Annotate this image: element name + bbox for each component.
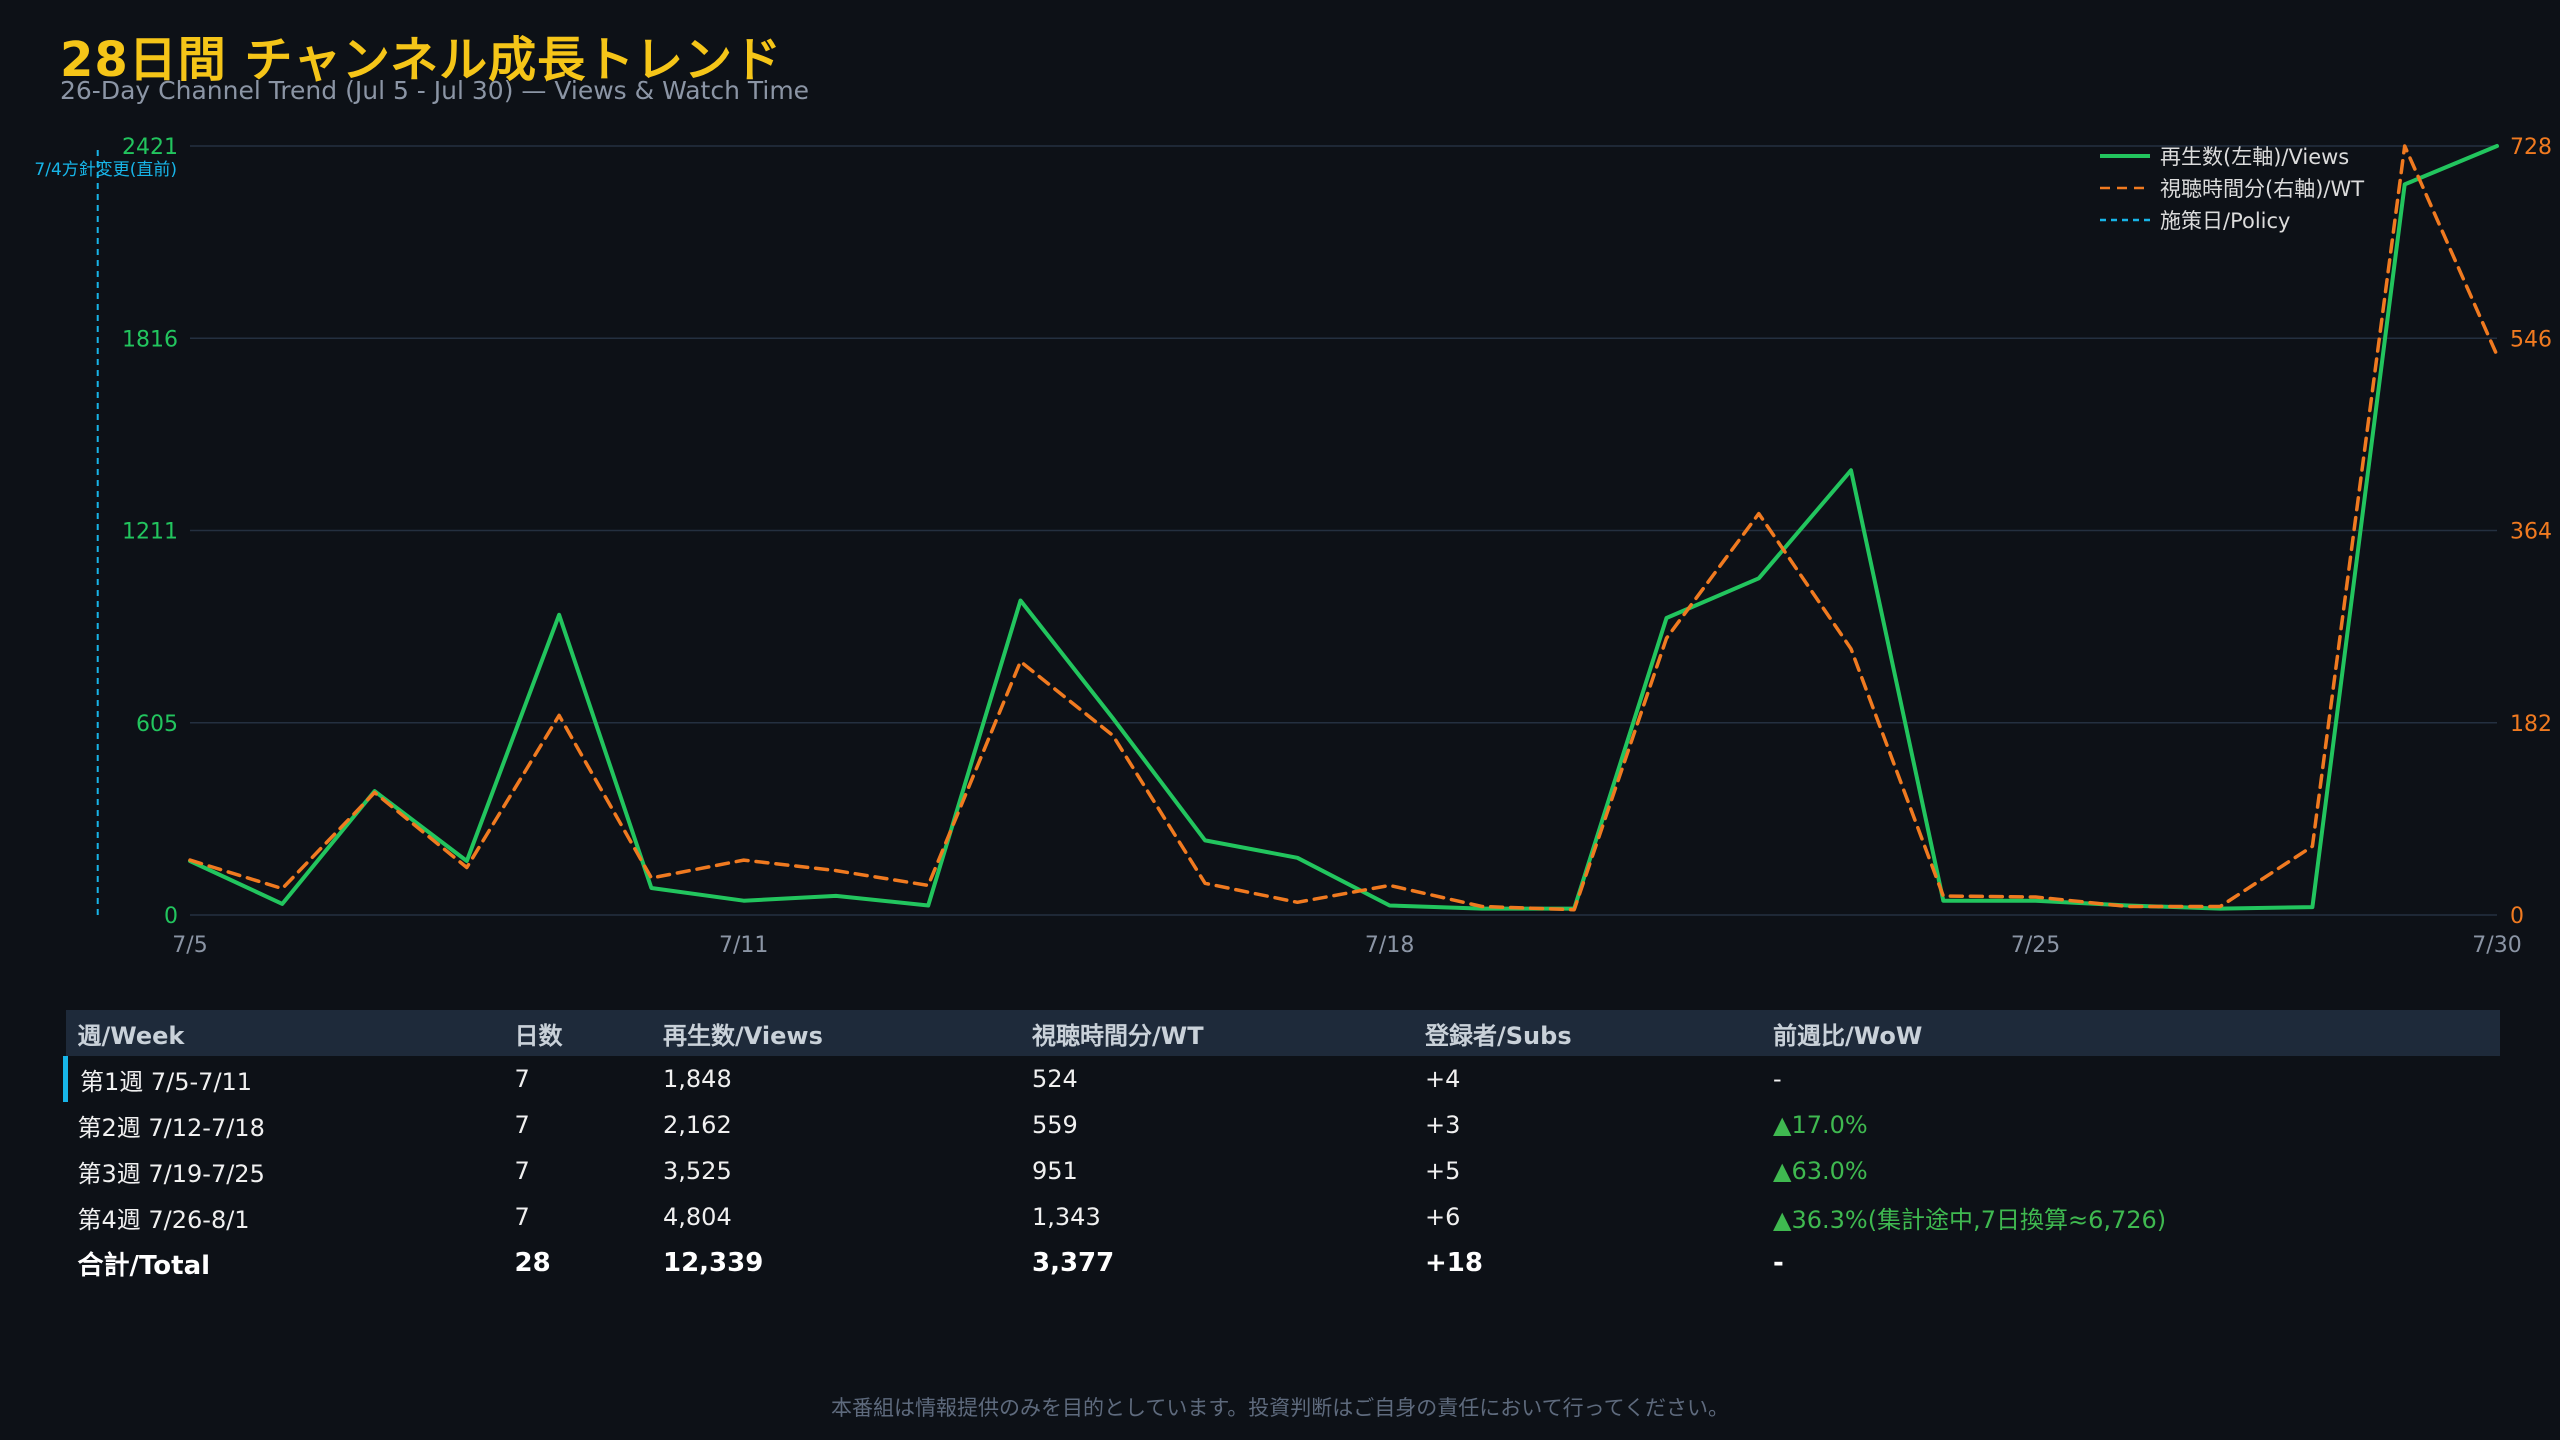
cell-wow: ▲17.0%: [1773, 1111, 1868, 1139]
cell-days: 7: [514, 1203, 530, 1231]
legend-label: 視聴時間分(右軸)/WT: [2160, 177, 2364, 201]
left-axis-tick-label: 0: [164, 904, 178, 929]
cell-wow: ▲36.3%(集計途中,7日換算≈6,726): [1773, 1205, 2167, 1234]
left-axis-tick-label: 1816: [122, 327, 178, 352]
cell-total-subs: +18: [1425, 1248, 1483, 1278]
col-header-watch-time: 視聴時間分/WT: [1020, 1010, 1413, 1056]
cell-days: 7: [514, 1111, 530, 1139]
chart-subtitle: 26-Day Channel Trend (Jul 5 - Jul 30) — …: [60, 76, 810, 105]
left-axis-tick-label: 2421: [122, 135, 178, 160]
right-axis-tick-label: 728: [2510, 135, 2552, 160]
table-row: 第4週 7/26-8/1 7 4,804 1,343 +6 ▲36.3%(集計途…: [66, 1194, 2501, 1240]
x-axis-tick-label: 7/18: [1365, 933, 1414, 958]
col-header-wow: 前週比/WoW: [1761, 1010, 2500, 1056]
cell-total-wow: -: [1773, 1248, 1784, 1278]
table-row: 第3週 7/19-7/25 7 3,525 951 +5 ▲63.0%: [66, 1148, 2501, 1194]
cell-watch-time: 524: [1032, 1065, 1078, 1093]
table-row: 第2週 7/12-7/18 7 2,162 559 +3 ▲17.0%: [66, 1102, 2501, 1148]
cell-total-watch-time: 3,377: [1032, 1248, 1115, 1278]
chart-title: 28日間 チャンネル成長トレンド: [60, 32, 783, 88]
col-header-week: 週/Week: [65, 1010, 503, 1056]
disclaimer-footer: 本番組は情報提供のみを目的としています。投資判断はご自身の責任において行ってくだ…: [831, 1396, 1729, 1420]
weekly-summary-table: 週/Week 日数 再生数/Views 視聴時間分/WT 登録者/Subs 前週…: [63, 1010, 2500, 1286]
cell-week: 第3週 7/19-7/25: [77, 1159, 265, 1188]
cell-views: 2,162: [663, 1111, 732, 1139]
cell-views: 1,848: [663, 1065, 732, 1093]
cell-total-days: 28: [514, 1248, 551, 1278]
cell-watch-time: 559: [1032, 1111, 1078, 1139]
policy-marker-label: 7/4方針変更(直前): [34, 160, 177, 180]
cell-watch-time: 951: [1032, 1157, 1078, 1185]
right-axis-tick-label: 182: [2510, 712, 2552, 737]
table-total-row: 合計/Total 28 12,339 3,377 +18 -: [66, 1240, 2501, 1286]
cell-week: 第4週 7/26-8/1: [77, 1205, 250, 1234]
cell-wow: -: [1773, 1065, 1782, 1093]
cell-wow: ▲63.0%: [1773, 1157, 1868, 1185]
x-axis-tick-label: 7/11: [719, 933, 768, 958]
cell-week: 第1週 7/5-7/11: [63, 1056, 503, 1102]
cell-subs: +5: [1425, 1157, 1461, 1185]
table-header-row: 週/Week 日数 再生数/Views 視聴時間分/WT 登録者/Subs 前週…: [65, 1010, 2500, 1056]
cell-subs: +6: [1425, 1203, 1461, 1231]
cell-days: 7: [514, 1065, 530, 1093]
right-axis-tick-label: 0: [2510, 904, 2524, 929]
col-header-subs: 登録者/Subs: [1413, 1010, 1761, 1056]
x-axis-tick-label: 7/30: [2472, 933, 2521, 958]
x-axis-tick-label: 7/5: [172, 933, 207, 958]
right-axis-tick-label: 546: [2510, 327, 2552, 352]
col-header-views: 再生数/Views: [651, 1010, 1020, 1056]
watch-time-series-line: [188, 144, 2499, 912]
cell-views: 3,525: [663, 1157, 732, 1185]
cell-subs: +3: [1425, 1111, 1461, 1139]
views-series-line: [188, 144, 2499, 911]
cell-views: 4,804: [663, 1203, 732, 1231]
cell-total-label: 合計/Total: [77, 1250, 211, 1281]
col-header-days: 日数: [502, 1010, 651, 1056]
cell-week: 第2週 7/12-7/18: [77, 1113, 265, 1142]
cell-days: 7: [514, 1157, 530, 1185]
left-axis-tick-label: 1211: [122, 520, 178, 545]
trend-chart: 0 0 605 182 1211 364 1816 546 2421 728 7/5 7/11 7/18…: [34, 135, 2552, 958]
left-axis-tick-label: 605: [136, 712, 178, 737]
legend-label: 施策日/Policy: [2160, 209, 2290, 233]
x-axis-tick-label: 7/25: [2011, 933, 2060, 958]
legend-label: 再生数(左軸)/Views: [2160, 145, 2349, 169]
table-row: 第1週 7/5-7/11 7 1,848 524 +4 -: [63, 1056, 2501, 1102]
cell-subs: +4: [1425, 1065, 1461, 1093]
cell-watch-time: 1,343: [1032, 1203, 1101, 1231]
right-axis-tick-label: 364: [2510, 520, 2552, 545]
cell-total-views: 12,339: [663, 1248, 764, 1278]
